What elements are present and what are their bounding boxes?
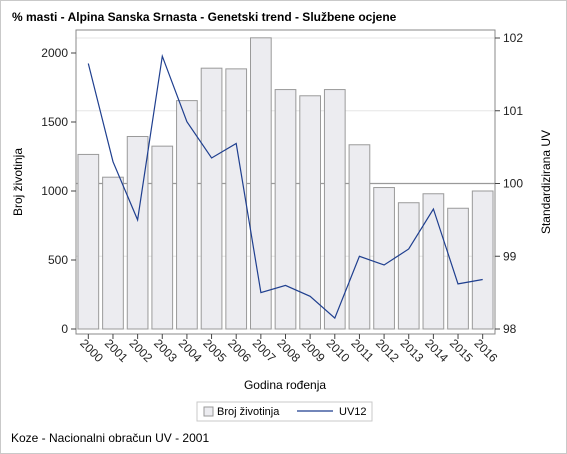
bar — [447, 207, 469, 330]
bar — [200, 67, 223, 330]
x-tick-label: 2016 — [472, 336, 501, 365]
y-tick-label: 0 — [61, 322, 68, 336]
y-axis-left: 0 500 1000 1500 2000 — [41, 46, 76, 336]
x-tick-label: 2001 — [102, 336, 131, 365]
x-tick-label: 2010 — [324, 336, 353, 365]
series-line-uv12 — [87, 53, 483, 320]
x-tick-label: 2011 — [348, 336, 376, 364]
bar — [176, 100, 198, 330]
bar — [274, 89, 297, 330]
legend-border — [196, 401, 373, 422]
x-axis-title: Godina rođenja — [244, 378, 326, 392]
bar — [151, 145, 174, 330]
x-tick-label: 2015 — [447, 336, 476, 365]
x-tick-label: 2000 — [77, 336, 106, 365]
y-tick-label: 2000 — [41, 46, 68, 60]
y-tick-label: 1000 — [41, 184, 68, 198]
x-tick-label: 2003 — [151, 336, 180, 365]
chart-title: % masti - Alpina Sanska Srnasta - Genets… — [12, 10, 397, 24]
x-tick-label: 2002 — [126, 336, 155, 365]
y2-tick-label: 98 — [503, 322, 517, 336]
bar — [471, 190, 494, 330]
bar — [225, 68, 248, 330]
x-tick-label: 2004 — [176, 336, 205, 365]
legend: Broj životinja UV12 — [196, 401, 373, 422]
bar — [77, 153, 100, 330]
y-tick-label: 1500 — [41, 115, 68, 129]
x-axis: 2000200120022003200420052006200720082009… — [77, 334, 501, 365]
x-tick-label: 2012 — [373, 336, 402, 365]
bar — [373, 187, 395, 330]
y2-tick-label: 102 — [503, 31, 523, 45]
x-tick-label: 2013 — [398, 336, 427, 365]
y-axis-right: 98 99 100 101 102 — [495, 31, 523, 336]
bars — [77, 37, 494, 330]
x-tick-label: 2007 — [250, 336, 279, 365]
x-tick-label: 2014 — [422, 336, 451, 365]
bar — [323, 89, 346, 330]
y2-tick-label: 100 — [503, 177, 523, 191]
bar — [422, 193, 445, 330]
bar — [126, 135, 149, 330]
bar — [299, 95, 321, 330]
bar — [102, 176, 124, 330]
bar — [250, 37, 272, 330]
y2-tick-label: 101 — [503, 104, 523, 118]
x-tick-label: 2008 — [274, 336, 303, 365]
legend-label-line: UV12 — [339, 406, 367, 418]
legend-swatch-bar — [203, 406, 214, 417]
y-axis-title: Broj životinja — [11, 148, 25, 216]
y2-tick-label: 99 — [503, 249, 517, 263]
bar — [348, 144, 371, 330]
bar — [397, 202, 420, 330]
x-tick-label: 2006 — [225, 336, 254, 365]
y2-axis-title: Standardizirana UV — [539, 130, 553, 234]
legend-label-bar: Broj životinja — [217, 406, 280, 418]
y-tick-label: 500 — [48, 253, 68, 267]
x-tick-label: 2005 — [200, 336, 229, 365]
footnote: Koze - Nacionalni obračun UV - 2001 — [11, 431, 210, 445]
x-tick-label: 2009 — [299, 336, 328, 365]
